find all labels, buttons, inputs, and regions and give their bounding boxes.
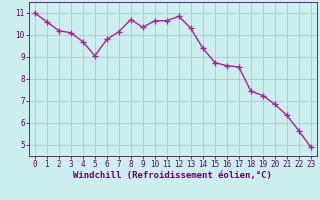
- X-axis label: Windchill (Refroidissement éolien,°C): Windchill (Refroidissement éolien,°C): [73, 171, 272, 180]
